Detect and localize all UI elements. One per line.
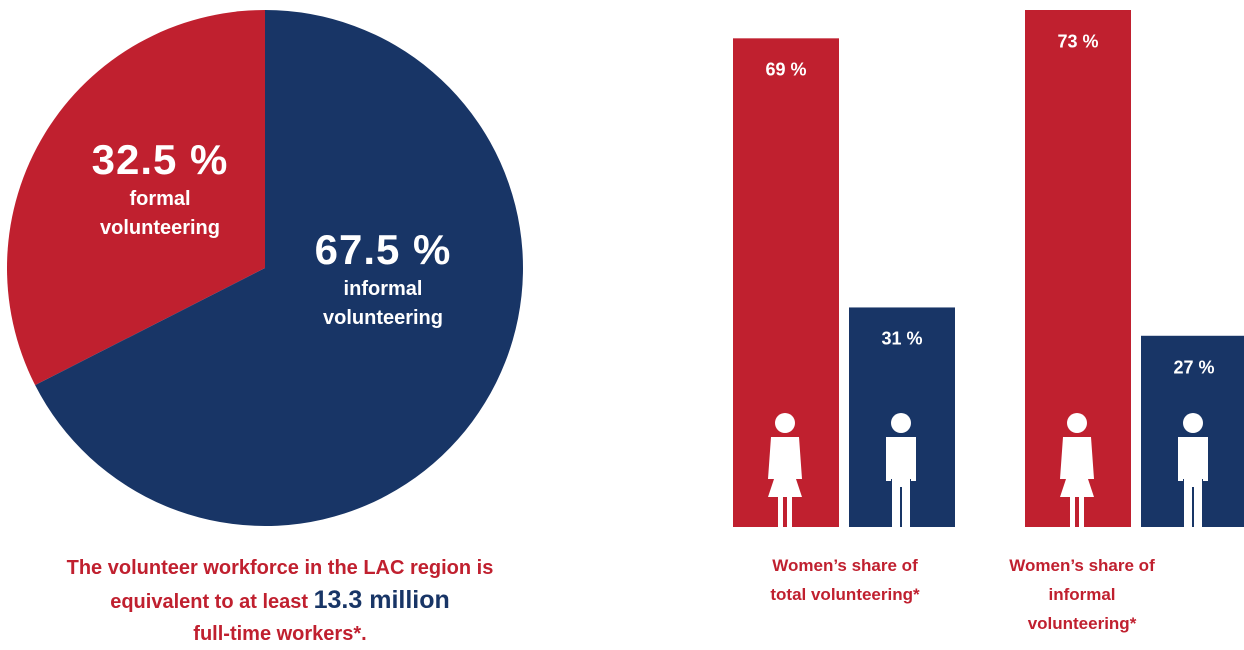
bar-value-label: 31 % [881,328,923,349]
woman-icon [768,413,802,529]
slice-value-label: 32.5 % [91,136,229,183]
caption: The volunteer workforce in the LAC regio… [20,552,540,650]
man-icon [1178,413,1208,527]
bar-value-label: 27 % [1173,357,1215,378]
man-icon [886,413,916,527]
group-label: Women’s share of informal volunteering* [1009,556,1155,633]
caption-text: full-time workers*. [193,623,367,645]
woman-icon [1060,413,1094,529]
caption-text: The volunteer workforce in the LAC regio… [66,557,494,613]
slice-category-label: informal volunteering [322,278,443,329]
slice-value-label: 67.5 % [314,226,452,273]
bar-value-label: 73 % [1057,31,1099,52]
bar-value-label: 69 % [765,59,807,80]
slice-category-label: formal volunteering [99,188,220,239]
pie-slice [6,10,265,386]
group-label: Women’s share of total volunteering* [770,556,920,604]
caption-highlight: 13.3 million [313,586,450,614]
pie-slice [35,10,524,526]
